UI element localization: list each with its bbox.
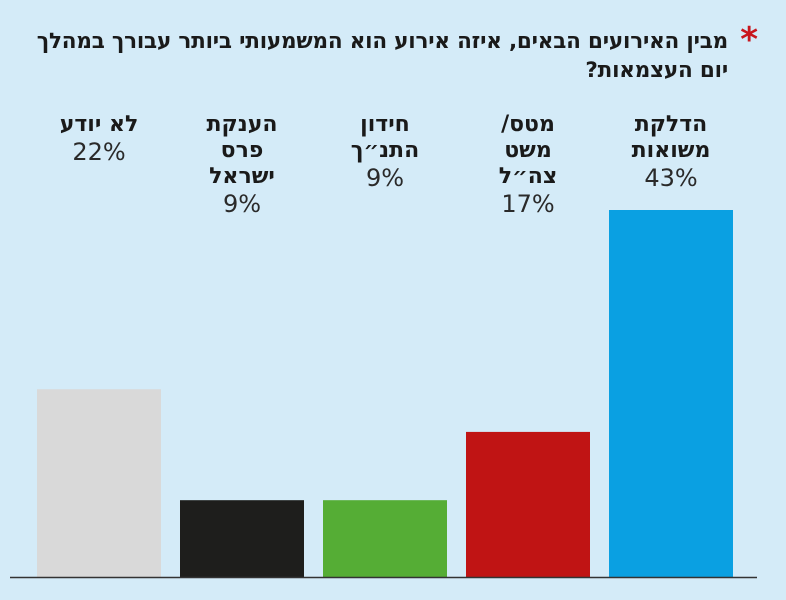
- category-label: הענקת פרס ישראל: [206, 112, 278, 189]
- value-label: 17%: [501, 190, 555, 218]
- bar-3: [323, 500, 447, 577]
- category-label: חידון התנ״ך: [350, 112, 420, 163]
- value-label: 43%: [644, 164, 698, 192]
- value-label: 9%: [222, 190, 262, 218]
- bar-label-group-3: חידון התנ״ך 9%: [323, 112, 447, 192]
- value-label: 22%: [72, 138, 126, 166]
- bar-1: [609, 210, 733, 577]
- asterisk-icon: *: [740, 20, 758, 60]
- category-label: מטס/ משט צה״ל: [498, 112, 558, 189]
- bar-2: [466, 431, 590, 577]
- bar-label-group-1: הדלקת משואות 43%: [609, 112, 733, 192]
- bar-5: [37, 389, 161, 577]
- bar-4: [180, 500, 304, 577]
- bar-label-group-2: מטס/ משט צה״ל 17%: [466, 112, 590, 218]
- category-label: לא יודע: [59, 112, 139, 137]
- category-label: הדלקת משואות: [631, 112, 711, 163]
- value-label: 9%: [365, 164, 405, 192]
- chart-title: מבין האירועים הבאים, איזה אירוע הוא המשמ…: [36, 29, 728, 83]
- chart-title-block: * מבין האירועים הבאים, איזה אירוע הוא המ…: [18, 23, 758, 85]
- bar-label-group-4: הענקת פרס ישראל 9%: [180, 112, 304, 218]
- bar-label-group-5: לא יודע 22%: [37, 112, 161, 166]
